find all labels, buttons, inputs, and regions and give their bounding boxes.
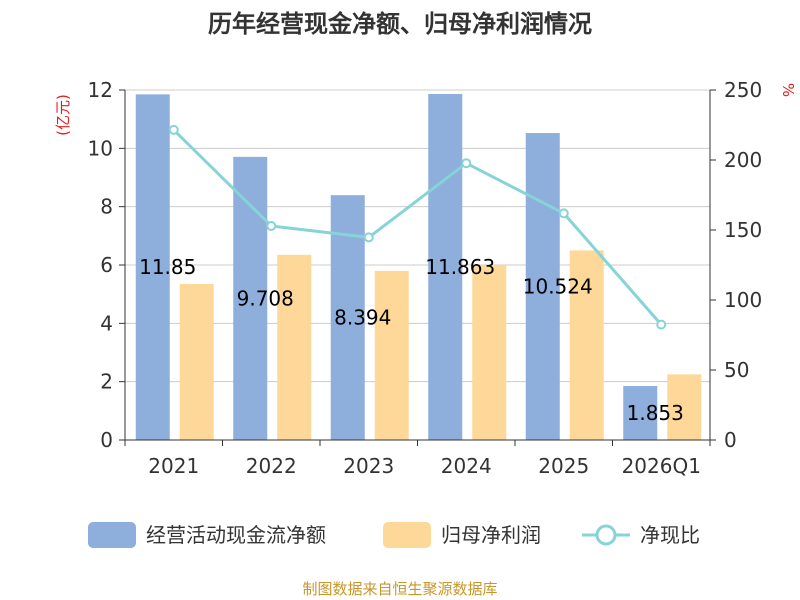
data-label: 11.863 — [425, 255, 495, 279]
bar-operating-cash-flow — [623, 385, 658, 440]
legend-label: 归母净利润 — [441, 523, 541, 547]
legend-label: 净现比 — [640, 523, 700, 547]
line-point — [168, 124, 179, 135]
bar-net-profit — [667, 374, 702, 440]
data-label: 10.524 — [523, 275, 593, 299]
source-note: 制图数据来自恒生聚源数据库 — [302, 580, 497, 598]
y-left-tick-label: 4 — [100, 311, 113, 335]
bar-net-profit — [374, 270, 409, 440]
y-left-tick-label: 0 — [100, 428, 113, 452]
y-right-tick-label: 50 — [724, 358, 749, 382]
bar-operating-cash-flow — [135, 94, 170, 440]
y-left-unit-label: (亿元) — [54, 94, 72, 136]
x-tick-label: 2021 — [148, 454, 199, 478]
line-point — [363, 232, 374, 243]
x-tick-label: 2023 — [343, 454, 394, 478]
x-tick-label: 2022 — [246, 454, 297, 478]
x-tick-label: 2026Q1 — [622, 454, 701, 478]
bar-operating-cash-flow — [428, 93, 463, 440]
line-point — [266, 220, 277, 231]
bar-net-profit — [472, 265, 507, 440]
line-point — [461, 158, 472, 169]
legend: 经营活动现金流净额 归母净利润 净现比 — [88, 522, 700, 548]
y-right-unit-label: % — [779, 83, 797, 97]
data-label: 9.708 — [237, 286, 294, 310]
x-tick-label: 2025 — [538, 454, 589, 478]
bar-net-profit — [179, 283, 214, 440]
bar-net-profit — [569, 250, 604, 440]
data-label: 1.853 — [627, 401, 684, 425]
y-left-tick-label: 12 — [88, 78, 113, 102]
bar-operating-cash-flow — [525, 133, 560, 441]
y-right-tick-label: 200 — [724, 148, 762, 172]
line-point — [558, 208, 569, 219]
y-right-tick-label: 150 — [724, 218, 762, 242]
y-right-tick-label: 250 — [724, 78, 762, 102]
data-labels: 11.85 9.708 8.394 11.863 10.524 1.853 — [139, 255, 684, 425]
y-right-tick-label: 0 — [724, 428, 737, 452]
y-right-tick-label: 100 — [724, 288, 762, 312]
legend-label: 经营活动现金流净额 — [146, 523, 326, 547]
y-left-tick-label: 6 — [100, 253, 113, 277]
line-cash-ratio — [172, 128, 663, 326]
axes: 0 2 4 6 8 10 12 0 50 100 150 200 250 2021 2022 2023 2024… — [88, 78, 763, 478]
legend-swatch — [88, 522, 136, 548]
x-tick-label: 2024 — [441, 454, 492, 478]
legend-marker — [595, 524, 617, 546]
bar-net-profit — [277, 254, 312, 440]
chart-title: 历年经营现金净额、归母净利润情况 — [208, 10, 592, 38]
y-left-tick-label: 8 — [100, 195, 113, 219]
bar-series — [135, 93, 702, 441]
legend-swatch — [383, 522, 431, 548]
data-label: 11.85 — [139, 255, 196, 279]
grid-lines — [125, 89, 710, 383]
data-label: 8.394 — [334, 306, 391, 330]
line-point — [656, 319, 667, 330]
y-left-tick-label: 2 — [100, 370, 113, 394]
y-left-tick-label: 10 — [88, 136, 113, 160]
line-series — [168, 124, 667, 330]
